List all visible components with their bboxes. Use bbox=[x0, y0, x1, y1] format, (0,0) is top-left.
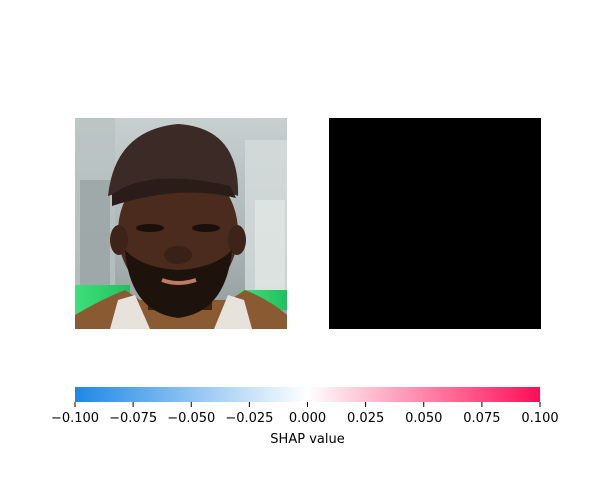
colorbar-ticks: −0.100 −0.075 −0.050 −0.025 0.000 0.025 0.050 0… bbox=[51, 402, 559, 426]
colorbar-tick-label: 0.025 bbox=[347, 411, 384, 426]
colorbar-tick-label: 0.050 bbox=[405, 411, 442, 426]
colorbar-tick-label: −0.025 bbox=[225, 411, 273, 426]
colorbar-tick-label: 0.100 bbox=[521, 411, 558, 426]
colorbar: −0.100 −0.075 −0.050 −0.025 0.000 0.025 0.050 0… bbox=[51, 387, 559, 447]
colorbar-tick-label: −0.050 bbox=[167, 411, 215, 426]
colorbar-gradient bbox=[75, 387, 540, 402]
colorbar-tick-label: −0.100 bbox=[51, 411, 99, 426]
input-image-panel bbox=[75, 118, 287, 329]
colorbar-xlabel: SHAP value bbox=[270, 432, 344, 447]
colorbar-tick-label: −0.075 bbox=[109, 411, 157, 426]
colorbar-tick-label: 0.000 bbox=[289, 411, 326, 426]
shap-overlay-panel bbox=[329, 118, 541, 329]
colorbar-tick-label: 0.075 bbox=[463, 411, 500, 426]
